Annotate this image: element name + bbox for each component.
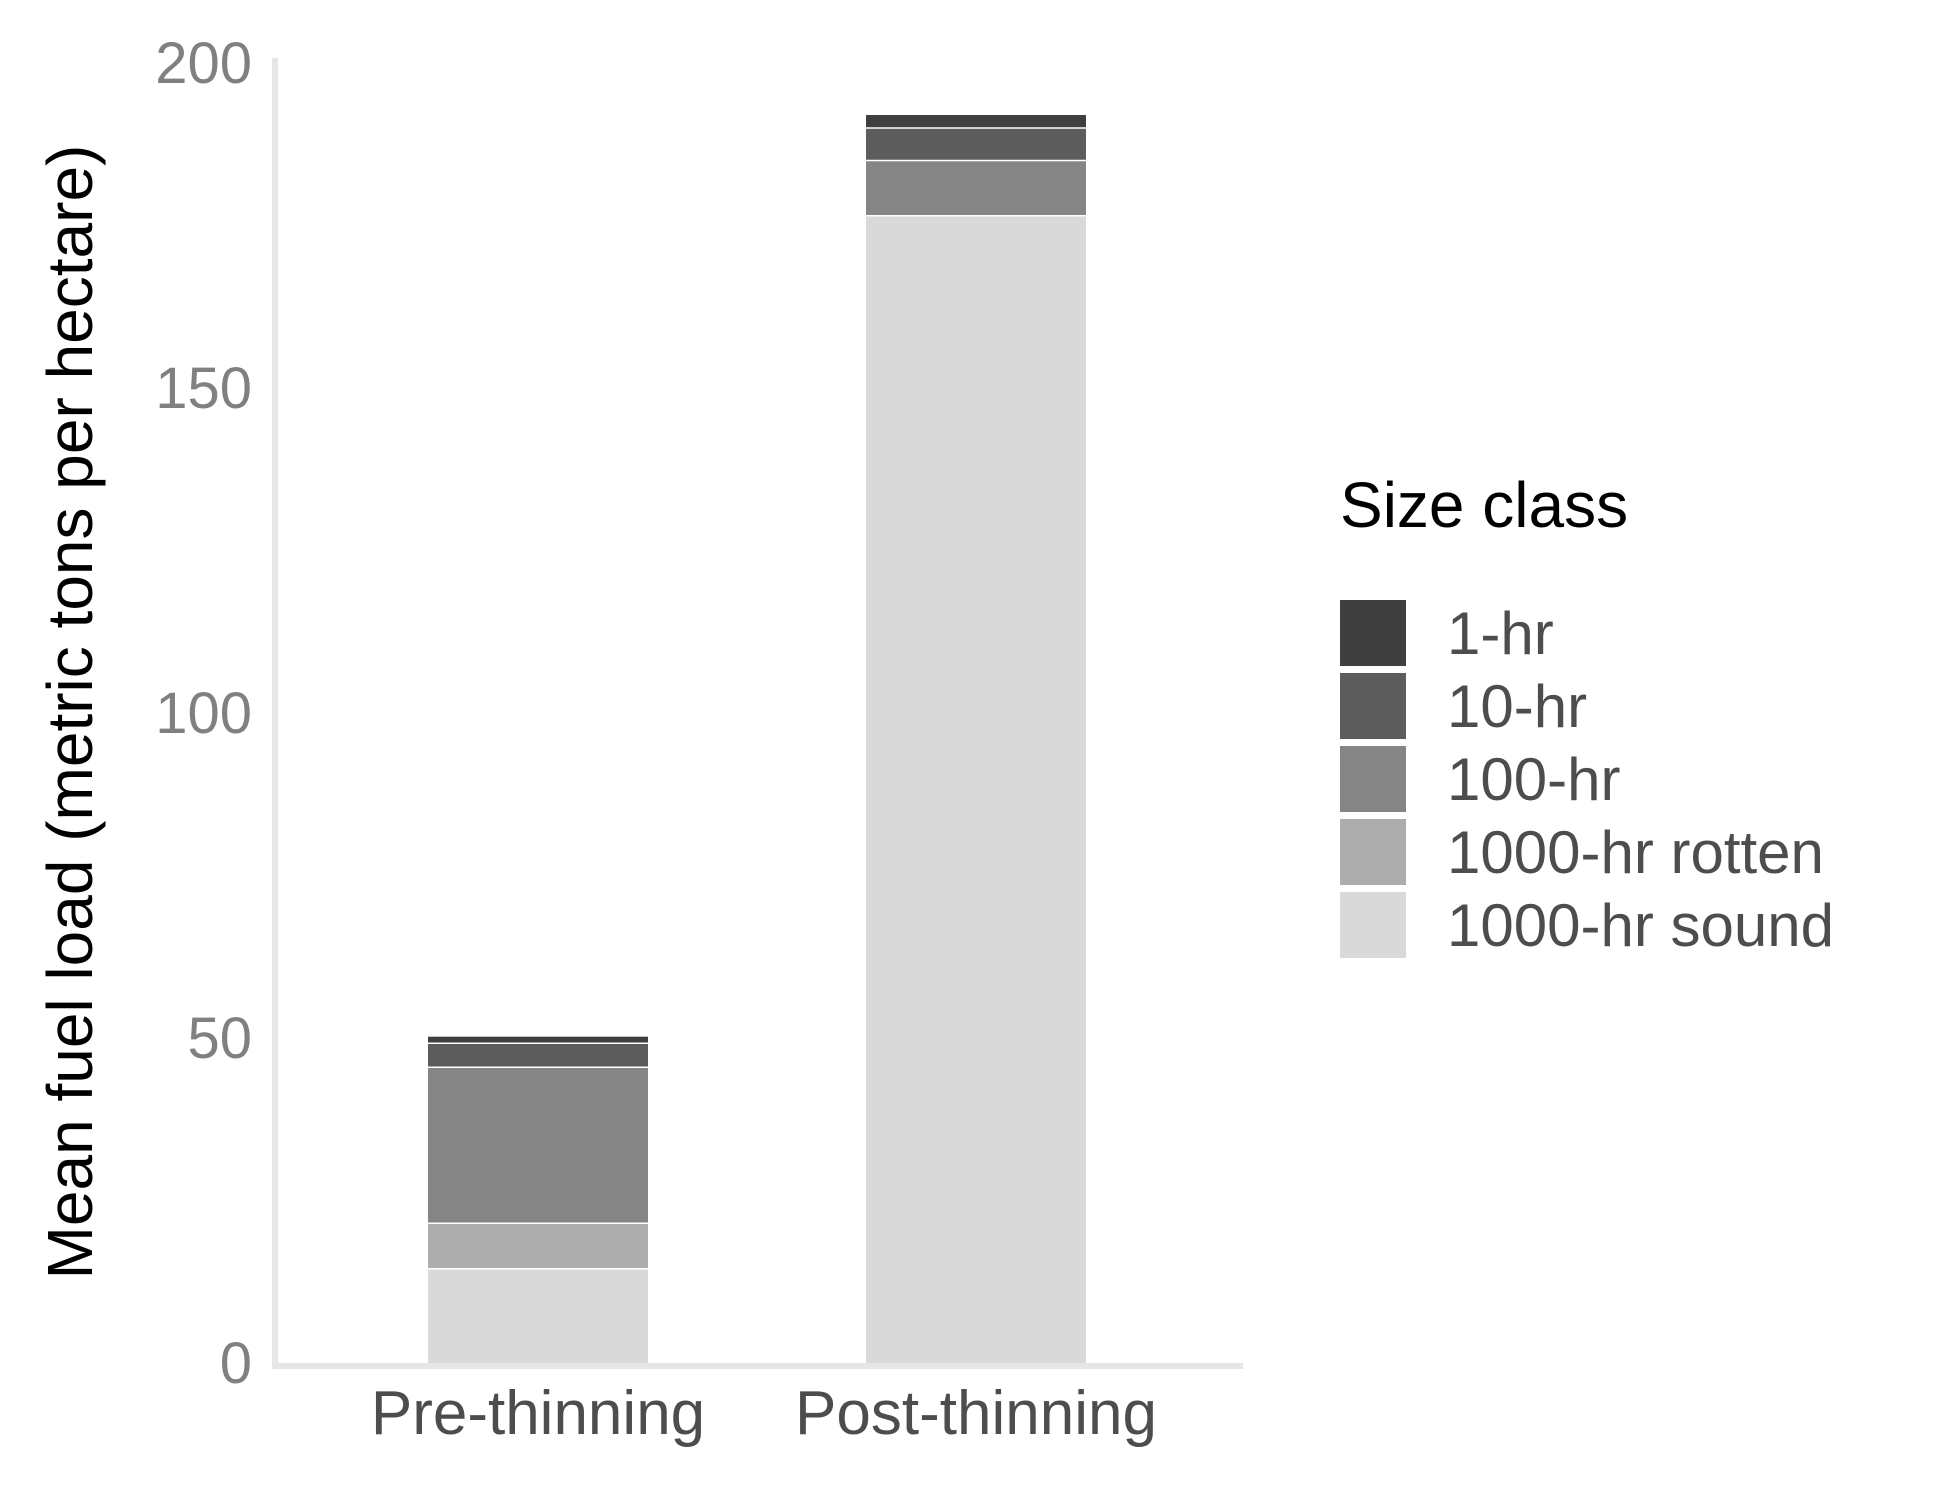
y-tick-label: 200	[155, 31, 252, 96]
y-axis-title: Mean fuel load (metric tons per hectare)	[34, 145, 106, 1280]
legend-label: 1000-hr sound	[1447, 892, 1834, 959]
x-category-labels: Pre-thinning Post-thinning	[371, 1379, 1157, 1448]
y-tick-label: 50	[187, 1006, 252, 1071]
y-tick-label: 0	[220, 1331, 252, 1396]
legend-label: 10-hr	[1447, 673, 1587, 740]
legend-key	[1340, 600, 1406, 666]
legend-key	[1340, 673, 1406, 739]
legend-key	[1340, 819, 1406, 885]
legend-key	[1340, 746, 1406, 812]
legend-title: Size class	[1340, 469, 1628, 541]
bar-segment	[428, 1043, 648, 1068]
legend-label: 100-hr	[1447, 746, 1620, 813]
legend-label: 1000-hr rotten	[1447, 819, 1824, 886]
y-tick-label: 150	[155, 356, 252, 421]
bar-segment	[428, 1067, 648, 1224]
legend-label: 1-hr	[1447, 600, 1554, 667]
bars-group	[428, 115, 1086, 1363]
bar-segment	[866, 160, 1086, 216]
x-category-label: Post-thinning	[795, 1379, 1157, 1448]
legend-key	[1340, 892, 1406, 958]
axes-group	[272, 58, 1243, 1369]
bar-segment	[428, 1223, 648, 1269]
y-tick-label: 100	[155, 681, 252, 746]
x-category-label: Pre-thinning	[371, 1379, 705, 1448]
bar-segment	[866, 115, 1086, 128]
y-tick-labels: 0 50 100 150 200	[155, 31, 252, 1396]
bar-segment	[428, 1036, 648, 1044]
bar-segment	[428, 1268, 648, 1363]
bar-segment	[866, 128, 1086, 161]
bar-segment	[866, 215, 1086, 1363]
